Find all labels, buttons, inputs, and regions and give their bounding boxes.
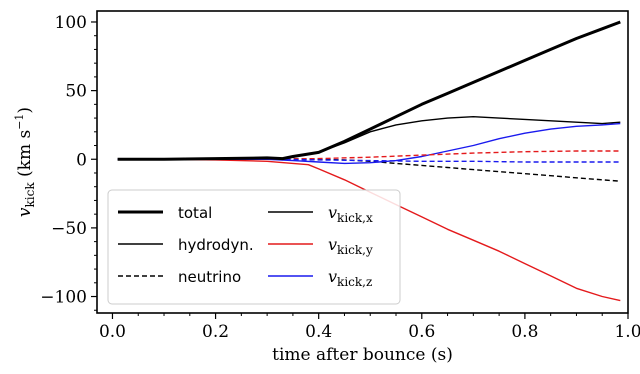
- legend-label-hydrodyn: hydrodyn.: [178, 236, 254, 254]
- legend: total hydrodyn. neutrino vkick,x vkick,y vkic…: [107, 189, 401, 305]
- legend-label-total: total: [178, 204, 212, 222]
- x-tick-label: 1.0: [614, 322, 640, 342]
- x-tick-label: 0.0: [99, 322, 126, 342]
- legend-label-v-kick-z: vkick,z: [328, 267, 372, 289]
- x-tick-label: 0.2: [202, 322, 229, 342]
- legend-label-v-kick-x: vkick,x: [328, 203, 373, 225]
- x-axis-label: time after bounce (s): [272, 345, 453, 365]
- y-tick-label: −100: [40, 288, 87, 308]
- plot-frame: [96, 10, 629, 314]
- x-tick-label: 0.6: [408, 322, 435, 342]
- x-tick-label: 0.8: [511, 322, 538, 342]
- y-tick-label: 0: [76, 150, 87, 170]
- series-line-total: [117, 20, 621, 161]
- legend-label-neutrino: neutrino: [178, 268, 241, 286]
- legend-box: [107, 189, 401, 305]
- legend-label-v-kick-y: vkick,y: [328, 235, 373, 257]
- y-tick-label: −50: [51, 219, 87, 239]
- series-line-hydrodyn: [117, 115, 621, 161]
- y-axis-label: vkick (km s−1): [13, 107, 37, 217]
- y-tick-label: 100: [55, 13, 87, 33]
- x-tick-label: 0.4: [305, 322, 332, 342]
- axes-layer: 0.0 0.2 0.4 0.6 0.8 1.0 −100 −50 0 50 100 time afte…: [13, 10, 640, 365]
- y-tick-label: 50: [65, 82, 87, 102]
